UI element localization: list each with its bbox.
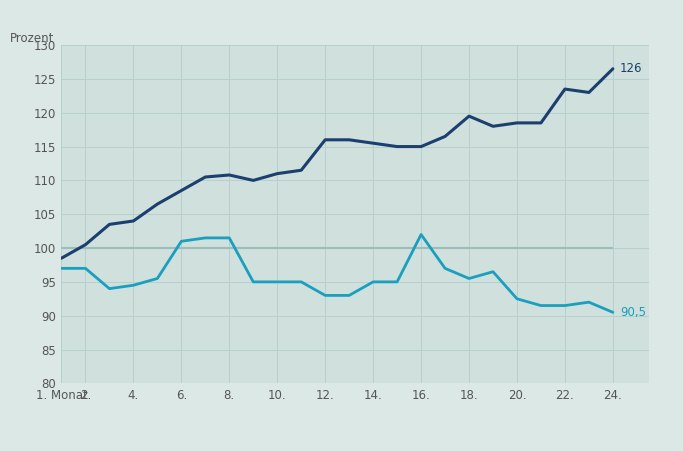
Text: Prozent: Prozent — [10, 32, 55, 45]
Text: 90,5: 90,5 — [620, 306, 646, 319]
Legend: neue Mitarbeitende mit CAPTain Test®, neue Mitarbeitende ohne CAPTain Test®, Ben: neue Mitarbeitende mit CAPTain Test®, ne… — [0, 450, 683, 451]
Text: 126: 126 — [620, 62, 643, 75]
